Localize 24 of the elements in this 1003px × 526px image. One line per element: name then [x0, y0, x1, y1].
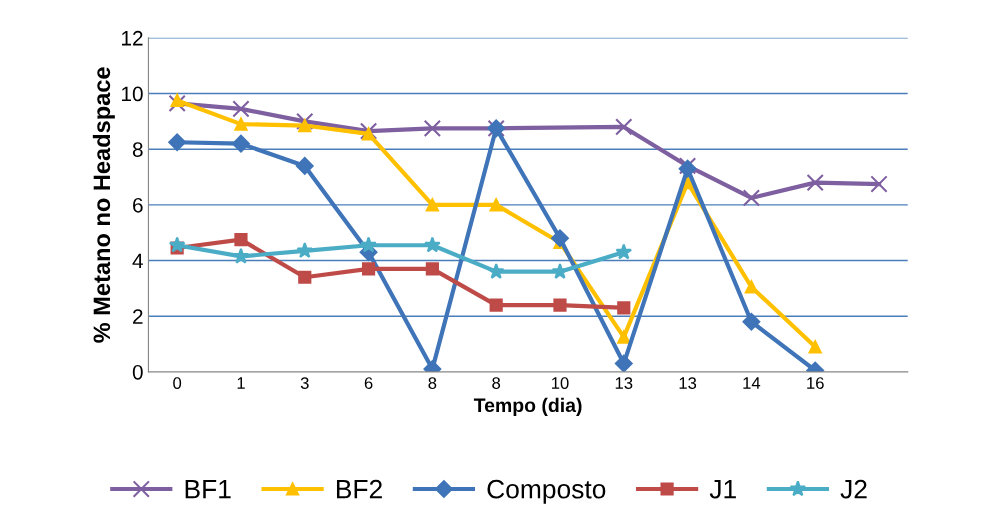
x-tick-label: 1	[237, 377, 245, 389]
y-tick-label: 10	[122, 86, 143, 102]
x-tick-label: 14	[743, 377, 761, 389]
x-tick-label: 8	[492, 377, 501, 389]
x-tick-label: 16	[807, 377, 824, 389]
x-tick-label: 13	[679, 377, 697, 389]
y-tick-label: 6	[133, 197, 143, 213]
y-tick-label: 2	[133, 309, 143, 324]
y-tick-label: 8	[132, 142, 143, 157]
x-tick-label: 6	[364, 377, 373, 389]
y-axis-title: % Metano no Headspace	[92, 67, 115, 343]
legend-label: BF2	[336, 479, 382, 499]
legend-label: BF1	[185, 480, 231, 499]
x-tick-label: 8	[428, 377, 437, 389]
x-tick-label: 0	[173, 377, 182, 389]
x-tick-label: 13	[615, 377, 633, 389]
x-tick-label: 3	[300, 377, 309, 389]
legend-label: J1	[709, 480, 736, 499]
y-tick-label: 12	[122, 30, 143, 46]
legend-label: J2	[840, 479, 867, 499]
legend-label: Composto	[487, 479, 606, 504]
x-tick-label: 10	[551, 377, 569, 389]
y-tick-label: 4	[132, 253, 143, 269]
x-axis-title: Tempo (dia)	[473, 397, 582, 416]
